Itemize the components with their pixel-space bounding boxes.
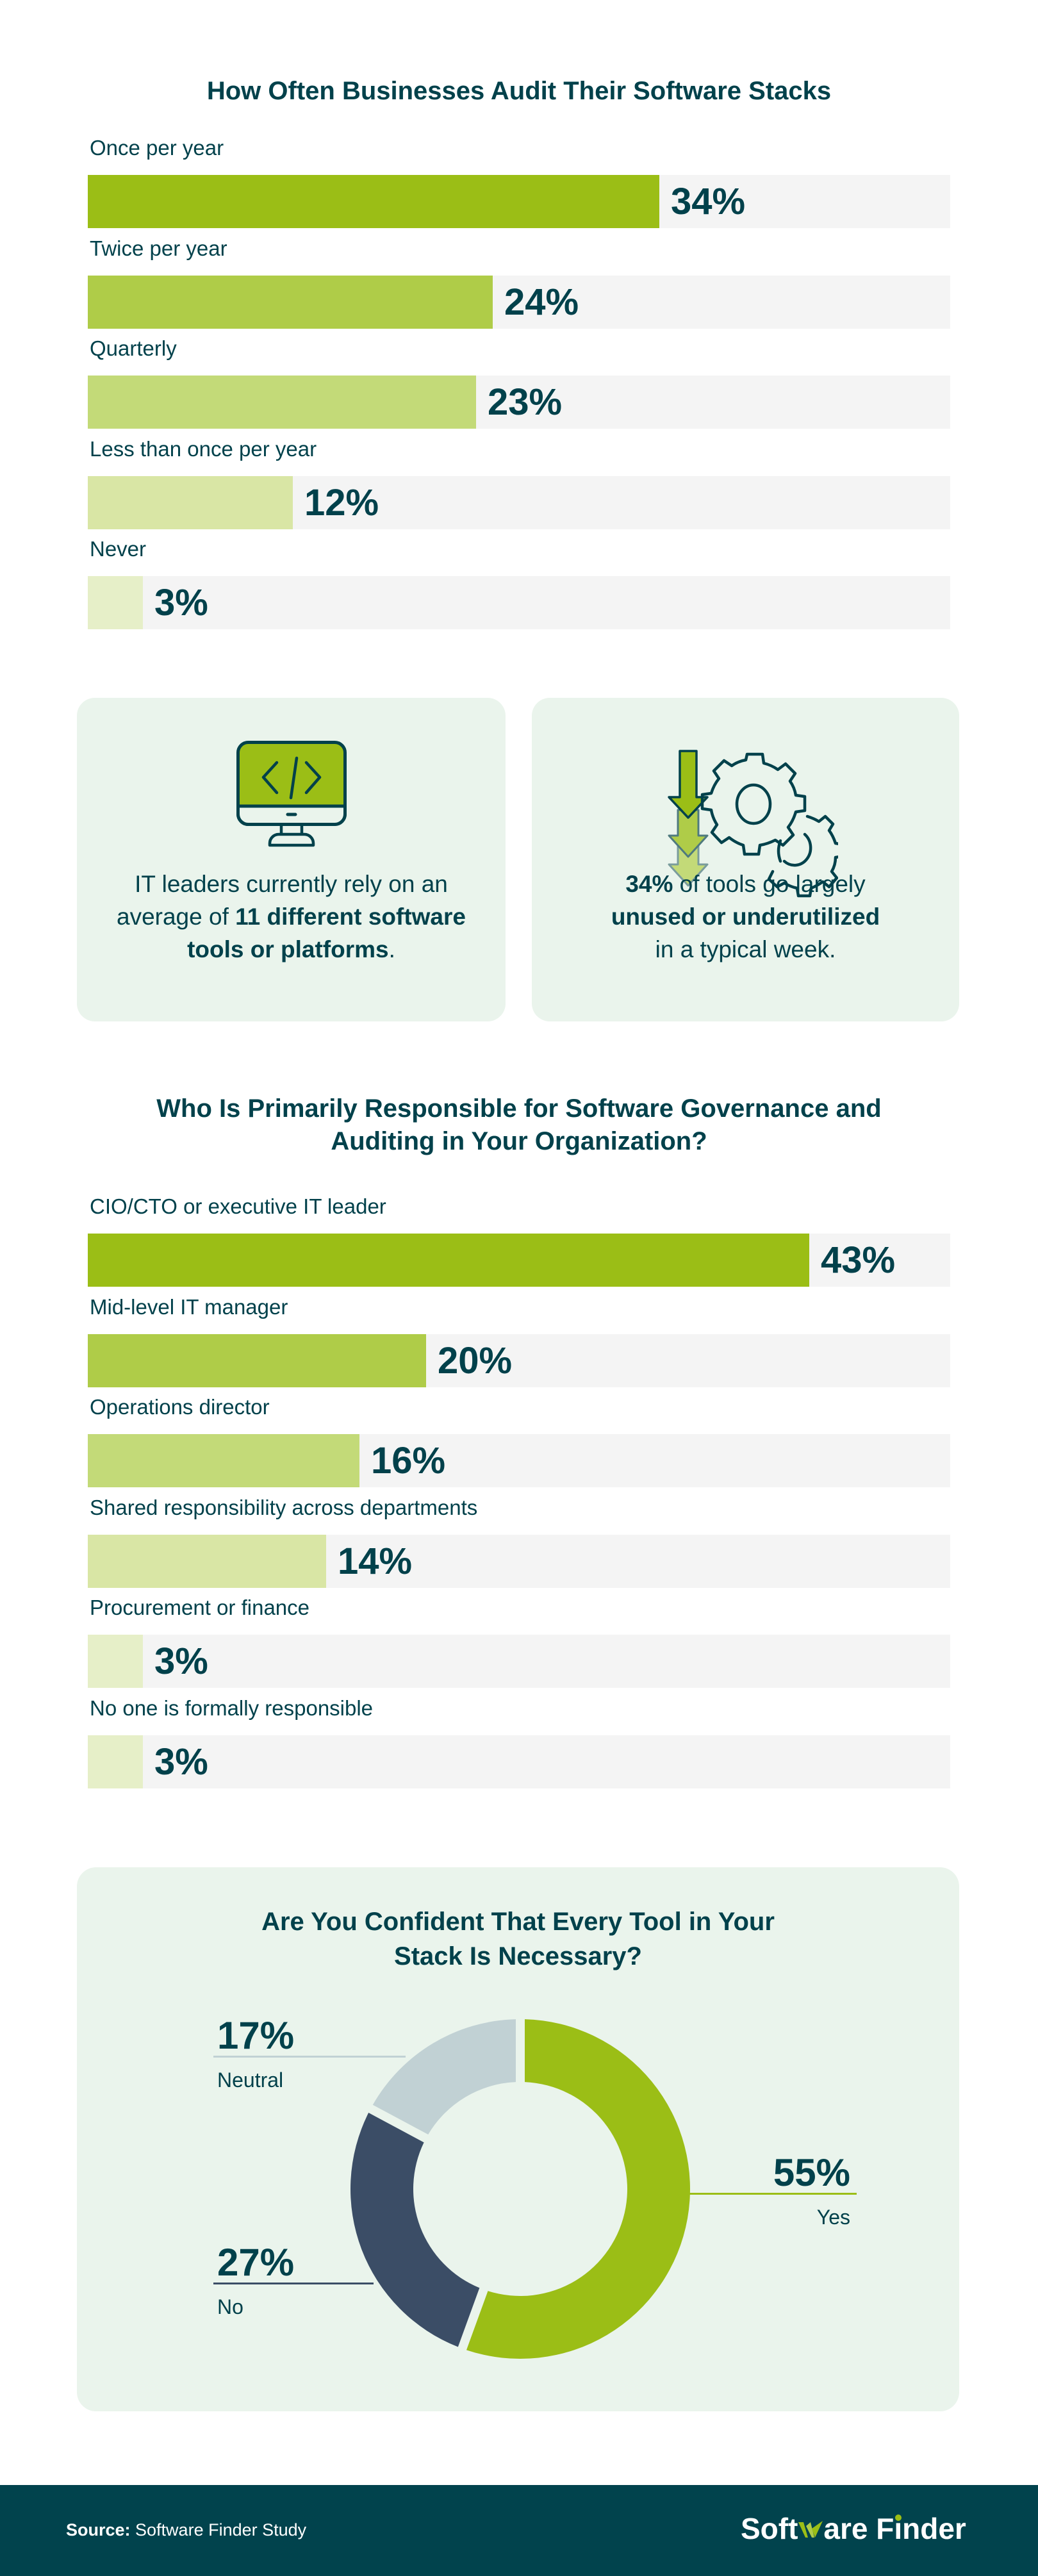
stat-text-percent: 34% bbox=[625, 871, 673, 897]
bar-value: 34% bbox=[671, 181, 746, 222]
bar-value: 20% bbox=[438, 1339, 513, 1382]
bar-track: 23% bbox=[88, 376, 950, 429]
bar-label: Shared responsibility across departments bbox=[90, 1495, 478, 1519]
source-label: Source: bbox=[66, 2520, 131, 2539]
donut-title-line2: Stack Is Necessary? bbox=[394, 1942, 642, 1970]
slice-neutral-leader-line bbox=[213, 2056, 406, 2058]
monitor-code-icon bbox=[236, 741, 347, 847]
bar-track: 3% bbox=[88, 1635, 950, 1688]
stat-text-post: in a typical week. bbox=[655, 936, 836, 962]
stat-card-unused-tools: 34% of tools go largely unused or underu… bbox=[532, 698, 959, 1021]
donut-card: Are You Confident That Every Tool in You… bbox=[77, 1867, 959, 2411]
bar-value: 43% bbox=[821, 1239, 896, 1281]
slice-yes-label: Yes bbox=[816, 2206, 850, 2229]
bar-fill bbox=[88, 376, 476, 429]
bar-value: 16% bbox=[371, 1440, 446, 1482]
bar-track: 3% bbox=[88, 1735, 950, 1788]
bar-value: 24% bbox=[504, 281, 579, 323]
bar-track: 16% bbox=[88, 1434, 950, 1487]
bar-fill bbox=[88, 475, 293, 529]
source-text: Software Finder Study bbox=[130, 2520, 307, 2539]
stat-card-tools-count: IT leaders currently rely on an average … bbox=[77, 698, 506, 1021]
bar-label: Procurement or finance bbox=[90, 1596, 310, 1619]
bar-fill bbox=[88, 1534, 326, 1588]
bar-fill bbox=[88, 1635, 143, 1688]
bar-value: 14% bbox=[338, 1540, 413, 1582]
slice-no-segment bbox=[350, 2113, 480, 2347]
chart1-title: How Often Businesses Audit Their Softwar… bbox=[206, 77, 832, 105]
footer: Source: Software Finder Study Soft are Fı… bbox=[0, 2485, 1038, 2576]
bar-label: No one is formally responsible bbox=[90, 1696, 374, 1720]
stat-text-mid: of tools go largely bbox=[673, 871, 866, 897]
stat-text-highlight: 11 different software tools or platforms bbox=[187, 904, 466, 962]
slice-neutral-segment bbox=[372, 2019, 516, 2135]
logo-check-w-icon bbox=[798, 2521, 823, 2538]
chart2-title-line1: Who Is Primarily Responsible for Softwar… bbox=[156, 1094, 882, 1123]
bar-label: Once per year bbox=[90, 136, 224, 160]
bar-track: 34% bbox=[88, 175, 950, 228]
logo-i-dot-icon bbox=[894, 2514, 902, 2521]
bar-label: Twice per year bbox=[90, 236, 227, 260]
bar-label: Quarterly bbox=[90, 336, 177, 360]
source-note: Source: Software Finder Study bbox=[66, 2518, 306, 2541]
bar-track: 20% bbox=[88, 1333, 950, 1387]
bar-fill bbox=[88, 1434, 359, 1487]
bar-fill bbox=[88, 275, 493, 329]
donut-title-line1: Are You Confident That Every Tool in You… bbox=[261, 1908, 775, 1936]
bar-track: 24% bbox=[88, 275, 950, 329]
stat-text-tools-count: IT leaders currently rely on an average … bbox=[103, 868, 480, 966]
chart2-title-line2: Auditing in Your Organization? bbox=[331, 1127, 707, 1155]
slice-no-percent: 27% bbox=[217, 2241, 295, 2284]
bar-track: 3% bbox=[88, 576, 950, 629]
bar-value: 3% bbox=[154, 1640, 208, 1682]
bar-value: 3% bbox=[154, 582, 208, 623]
stat-text-post: . bbox=[388, 936, 395, 962]
bar-label: Operations director bbox=[90, 1395, 270, 1419]
slice-yes-leader-line bbox=[689, 2193, 857, 2195]
bar-fill bbox=[88, 576, 143, 629]
slice-yes-percent: 55% bbox=[773, 2151, 850, 2194]
logo-text-nder: nder bbox=[902, 2512, 966, 2545]
bar-fill bbox=[88, 1333, 426, 1387]
stat-text-unused-tools: 34% of tools go largely unused or underu… bbox=[557, 868, 934, 966]
logo-text-soft: Soft bbox=[741, 2512, 798, 2545]
bar-label: Less than once per year bbox=[90, 436, 317, 461]
stat-text-highlight: unused or underutilized bbox=[611, 904, 880, 930]
slice-no-label: No bbox=[217, 2295, 243, 2318]
bar-value: 12% bbox=[304, 481, 379, 524]
bar-value: 23% bbox=[488, 381, 563, 423]
bar-fill bbox=[88, 1234, 809, 1287]
bar-fill bbox=[88, 175, 659, 228]
logo-text-are-f: are F bbox=[823, 2512, 894, 2545]
donut-chart bbox=[350, 2019, 690, 2359]
slice-neutral-label: Neutral bbox=[217, 2068, 284, 2092]
bar-label: CIO/CTO or executive IT leader bbox=[90, 1194, 386, 1218]
software-finder-logo[interactable]: Soft are Fı nder bbox=[741, 2511, 966, 2547]
slice-neutral-percent: 17% bbox=[217, 2014, 295, 2057]
bar-track: 12% bbox=[88, 475, 950, 529]
bar-track: 43% bbox=[88, 1234, 950, 1287]
arrows-gears-icon bbox=[668, 750, 838, 898]
bar-label: Mid-level IT manager bbox=[90, 1294, 288, 1319]
bar-fill bbox=[88, 1735, 143, 1788]
bar-label: Never bbox=[90, 537, 147, 561]
bar-track: 14% bbox=[88, 1534, 950, 1588]
stat-text-pre: IT leaders currently rely on an average … bbox=[117, 871, 448, 930]
logo-i: ı bbox=[894, 2511, 902, 2547]
bar-value: 3% bbox=[154, 1740, 208, 1783]
slice-no-leader-line bbox=[213, 2283, 374, 2284]
slice-yes-segment bbox=[466, 2019, 690, 2359]
